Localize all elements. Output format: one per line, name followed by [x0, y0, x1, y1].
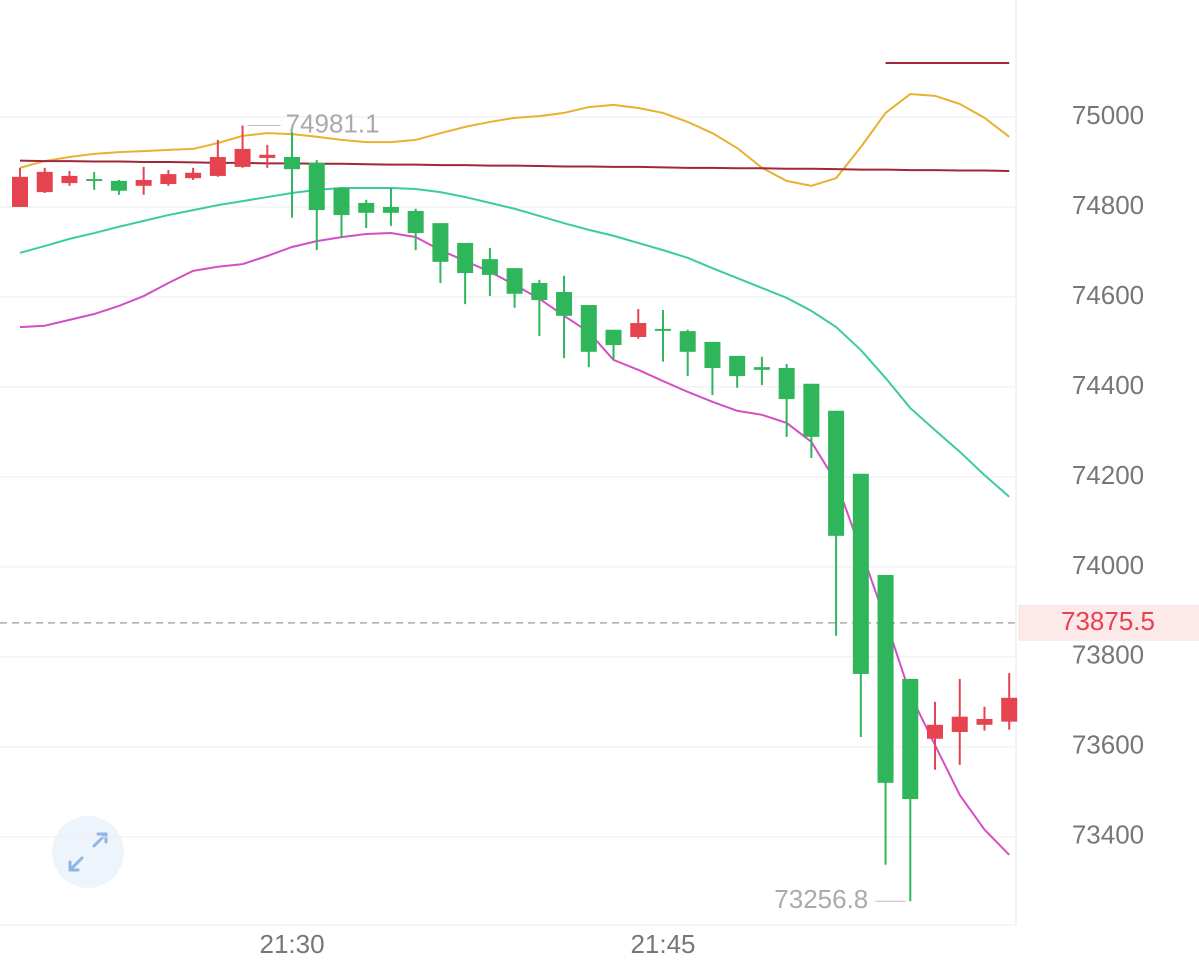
candle-body	[828, 410, 845, 536]
y-tick-label: 73800	[1072, 640, 1144, 670]
candle-body	[852, 473, 869, 674]
y-tick-label: 74200	[1072, 460, 1144, 490]
candle-body	[259, 154, 276, 158]
candle-body	[382, 206, 399, 213]
candle-body	[753, 367, 770, 370]
candle-body	[432, 223, 449, 262]
indicator-line	[19, 187, 1010, 498]
expand-circle[interactable]	[52, 816, 124, 888]
candle-body	[61, 175, 78, 184]
candle-body	[976, 718, 993, 725]
y-tick-label: 74600	[1072, 280, 1144, 310]
candle-body	[803, 383, 820, 437]
candle-body	[580, 305, 597, 352]
indicator-line	[19, 93, 1010, 187]
expand-icon[interactable]	[68, 832, 108, 872]
x-tick-label: 21:45	[630, 929, 695, 959]
candle-body	[284, 157, 301, 170]
candle-body	[704, 341, 721, 369]
candle-body	[605, 329, 622, 346]
candle-body	[135, 179, 152, 186]
y-tick-label: 74400	[1072, 370, 1144, 400]
candle-body	[506, 268, 523, 294]
expand-button[interactable]	[52, 816, 124, 888]
candle-body	[36, 171, 53, 193]
candle-body	[778, 368, 795, 400]
current-price-label: 73875.5	[1061, 606, 1155, 636]
candle-body	[654, 328, 671, 331]
candle-body	[927, 724, 944, 739]
y-tick-label: 75000	[1072, 100, 1144, 130]
candle-body	[630, 323, 647, 337]
high-label: 74981.1	[286, 108, 380, 138]
candle-body	[1001, 697, 1018, 722]
candle-body	[531, 282, 548, 301]
candle-body	[457, 242, 474, 274]
candle-body	[358, 202, 375, 213]
candle-body	[333, 188, 350, 216]
candle-body	[185, 172, 202, 179]
low-label: 73256.8	[774, 884, 868, 914]
candle-body	[160, 174, 177, 185]
candle-body	[481, 259, 498, 275]
current-price-box	[1018, 604, 1199, 641]
candle-body	[12, 176, 28, 207]
candle-body	[407, 211, 424, 234]
candle-body	[902, 678, 919, 800]
y-tick-label: 73600	[1072, 730, 1144, 760]
y-tick-label: 74000	[1072, 550, 1144, 580]
candle-body	[877, 574, 894, 783]
candle-body	[556, 291, 573, 316]
candle-body	[308, 162, 325, 211]
candle-body	[679, 331, 696, 352]
candle-body	[729, 355, 746, 377]
x-tick-label: 21:30	[259, 929, 324, 959]
y-tick-label: 74800	[1072, 190, 1144, 220]
candle-body	[110, 180, 127, 191]
indicator-line	[19, 159, 1010, 172]
candle-body	[234, 148, 251, 167]
candle-body	[209, 157, 226, 176]
candle-body	[951, 716, 968, 732]
y-tick-label: 73400	[1072, 820, 1144, 850]
candle-body	[86, 179, 103, 182]
